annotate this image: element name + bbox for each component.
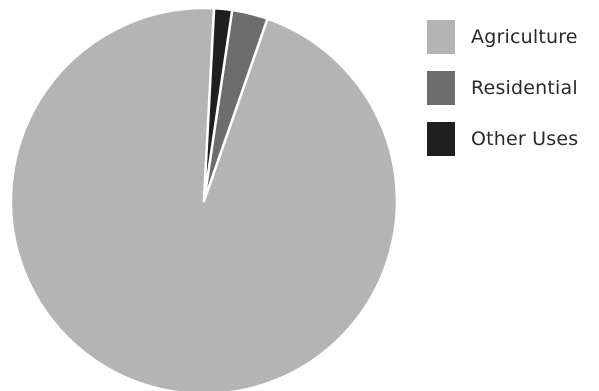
legend-label-other-uses: Other Uses xyxy=(471,127,579,150)
legend-item-residential: Residential xyxy=(427,69,578,106)
pie-slices xyxy=(9,6,399,391)
legend-item-other-uses: Other Uses xyxy=(427,120,578,157)
legend-item-agriculture: Agriculture xyxy=(427,18,578,55)
pie-slice-other-uses xyxy=(202,7,234,203)
legend-label-residential: Residential xyxy=(471,76,578,99)
legend-swatch-other-uses xyxy=(427,121,455,156)
legend-label-agriculture: Agriculture xyxy=(471,25,578,48)
legend: Agriculture Residential Other Uses xyxy=(427,18,578,171)
legend-swatch-residential xyxy=(427,70,455,105)
legend-swatch-agriculture xyxy=(427,19,455,54)
